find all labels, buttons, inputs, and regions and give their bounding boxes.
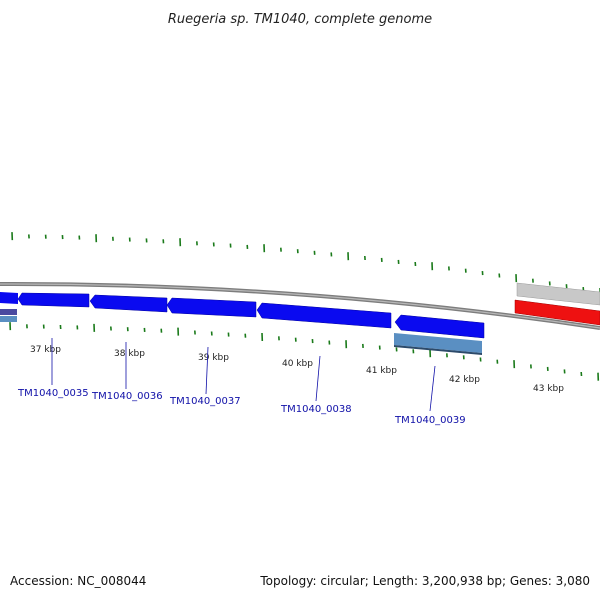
tick-label: 40 kbp [282,359,313,369]
gene-label-tm1040-0039[interactable]: TM1040_0039 [394,415,466,426]
tick-marks-inner [9,322,600,381]
tick-label: 42 kbp [449,375,480,385]
gene-labels: TM1040_0035 TM1040_0036 TM1040_0037 TM10… [17,388,466,426]
gene-highlight-bar[interactable] [394,333,482,353]
gene-tm1040-0037[interactable] [166,297,257,318]
tick-label: 38 kbp [114,349,145,359]
tick-label: 41 kbp [366,366,397,376]
tick-labels: 37 kbp 38 kbp 39 kbp 40 kbp 41 kbp 42 kb… [30,345,564,394]
accession-text: Accession: NC_008044 [10,574,147,588]
gene-tm1040-0036[interactable] [89,294,168,313]
leader-line [315,355,321,402]
gene-track [0,282,600,355]
gene-tm1040-0039[interactable] [394,314,485,339]
tick-label: 37 kbp [30,345,61,355]
gene-grey-right[interactable] [516,282,600,306]
gene-partial-left[interactable] [0,292,18,304]
gene-label-tm1040-0036[interactable]: TM1040_0036 [91,391,163,402]
gene-tm1040-0035[interactable] [17,292,90,308]
gene-label-tm1040-0037[interactable]: TM1040_0037 [169,396,241,407]
leader-line [429,365,436,412]
gene-label-leaders [51,338,436,412]
gene-highlight-bar-shadow [394,345,482,355]
gene-label-tm1040-0038[interactable]: TM1040_0038 [280,404,352,415]
genome-backbone-highlight [0,283,600,329]
gene-label-tm1040-0035[interactable]: TM1040_0035 [17,388,89,399]
tick-label: 43 kbp [533,384,564,394]
tick-marks-outer [11,232,600,297]
gene-tm1040-0038[interactable] [256,302,392,329]
tick-label: 39 kbp [198,353,229,363]
genome-summary-text: Topology: circular; Length: 3,200,938 bp… [260,574,590,588]
leader-line [205,346,209,395]
gene-partial-left-lower-2[interactable] [0,316,17,322]
gene-partial-left-lower[interactable] [0,309,17,315]
gene-red-right[interactable] [514,299,600,326]
genome-title: Ruegeria sp. TM1040, complete genome [168,12,432,27]
